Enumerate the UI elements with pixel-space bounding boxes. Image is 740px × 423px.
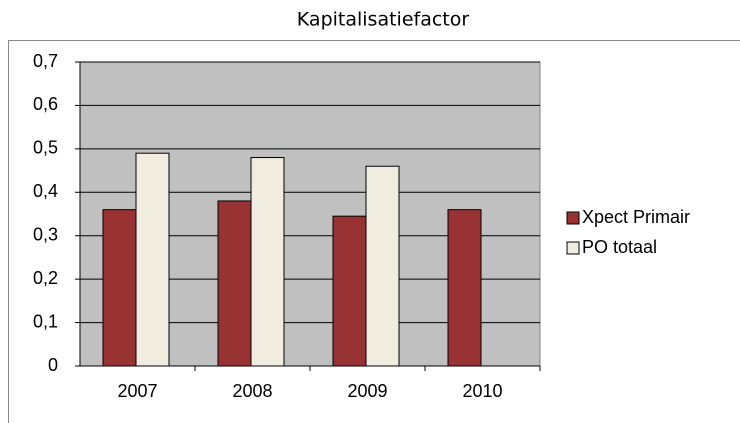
y-tick-label: 0 xyxy=(48,355,58,375)
y-tick-label: 0,7 xyxy=(33,51,58,71)
y-tick-label: 0,6 xyxy=(33,94,58,114)
bar xyxy=(332,215,367,367)
bar xyxy=(250,157,285,367)
y-tick-label: 0,3 xyxy=(33,224,58,244)
y-tick-label: 0,1 xyxy=(33,311,58,331)
bar xyxy=(447,209,482,367)
y-tick-label: 0,5 xyxy=(33,138,58,158)
legend-label: Xpect Primair xyxy=(582,207,690,227)
y-tick-label: 0,4 xyxy=(33,181,58,201)
x-tick-label: 2007 xyxy=(117,381,157,401)
legend-swatch xyxy=(566,211,580,225)
bar xyxy=(365,165,400,367)
x-tick-label: 2008 xyxy=(232,381,272,401)
y-tick-label: 0,2 xyxy=(33,268,58,288)
x-tick-label: 2009 xyxy=(347,381,387,401)
legend-label: PO totaal xyxy=(582,237,657,257)
legend-swatch xyxy=(566,241,580,255)
bar xyxy=(102,209,137,367)
x-tick-label: 2010 xyxy=(462,381,502,401)
bar xyxy=(135,152,170,367)
chart-title: Kapitalisatiefactor xyxy=(297,9,470,31)
bar xyxy=(217,200,252,367)
